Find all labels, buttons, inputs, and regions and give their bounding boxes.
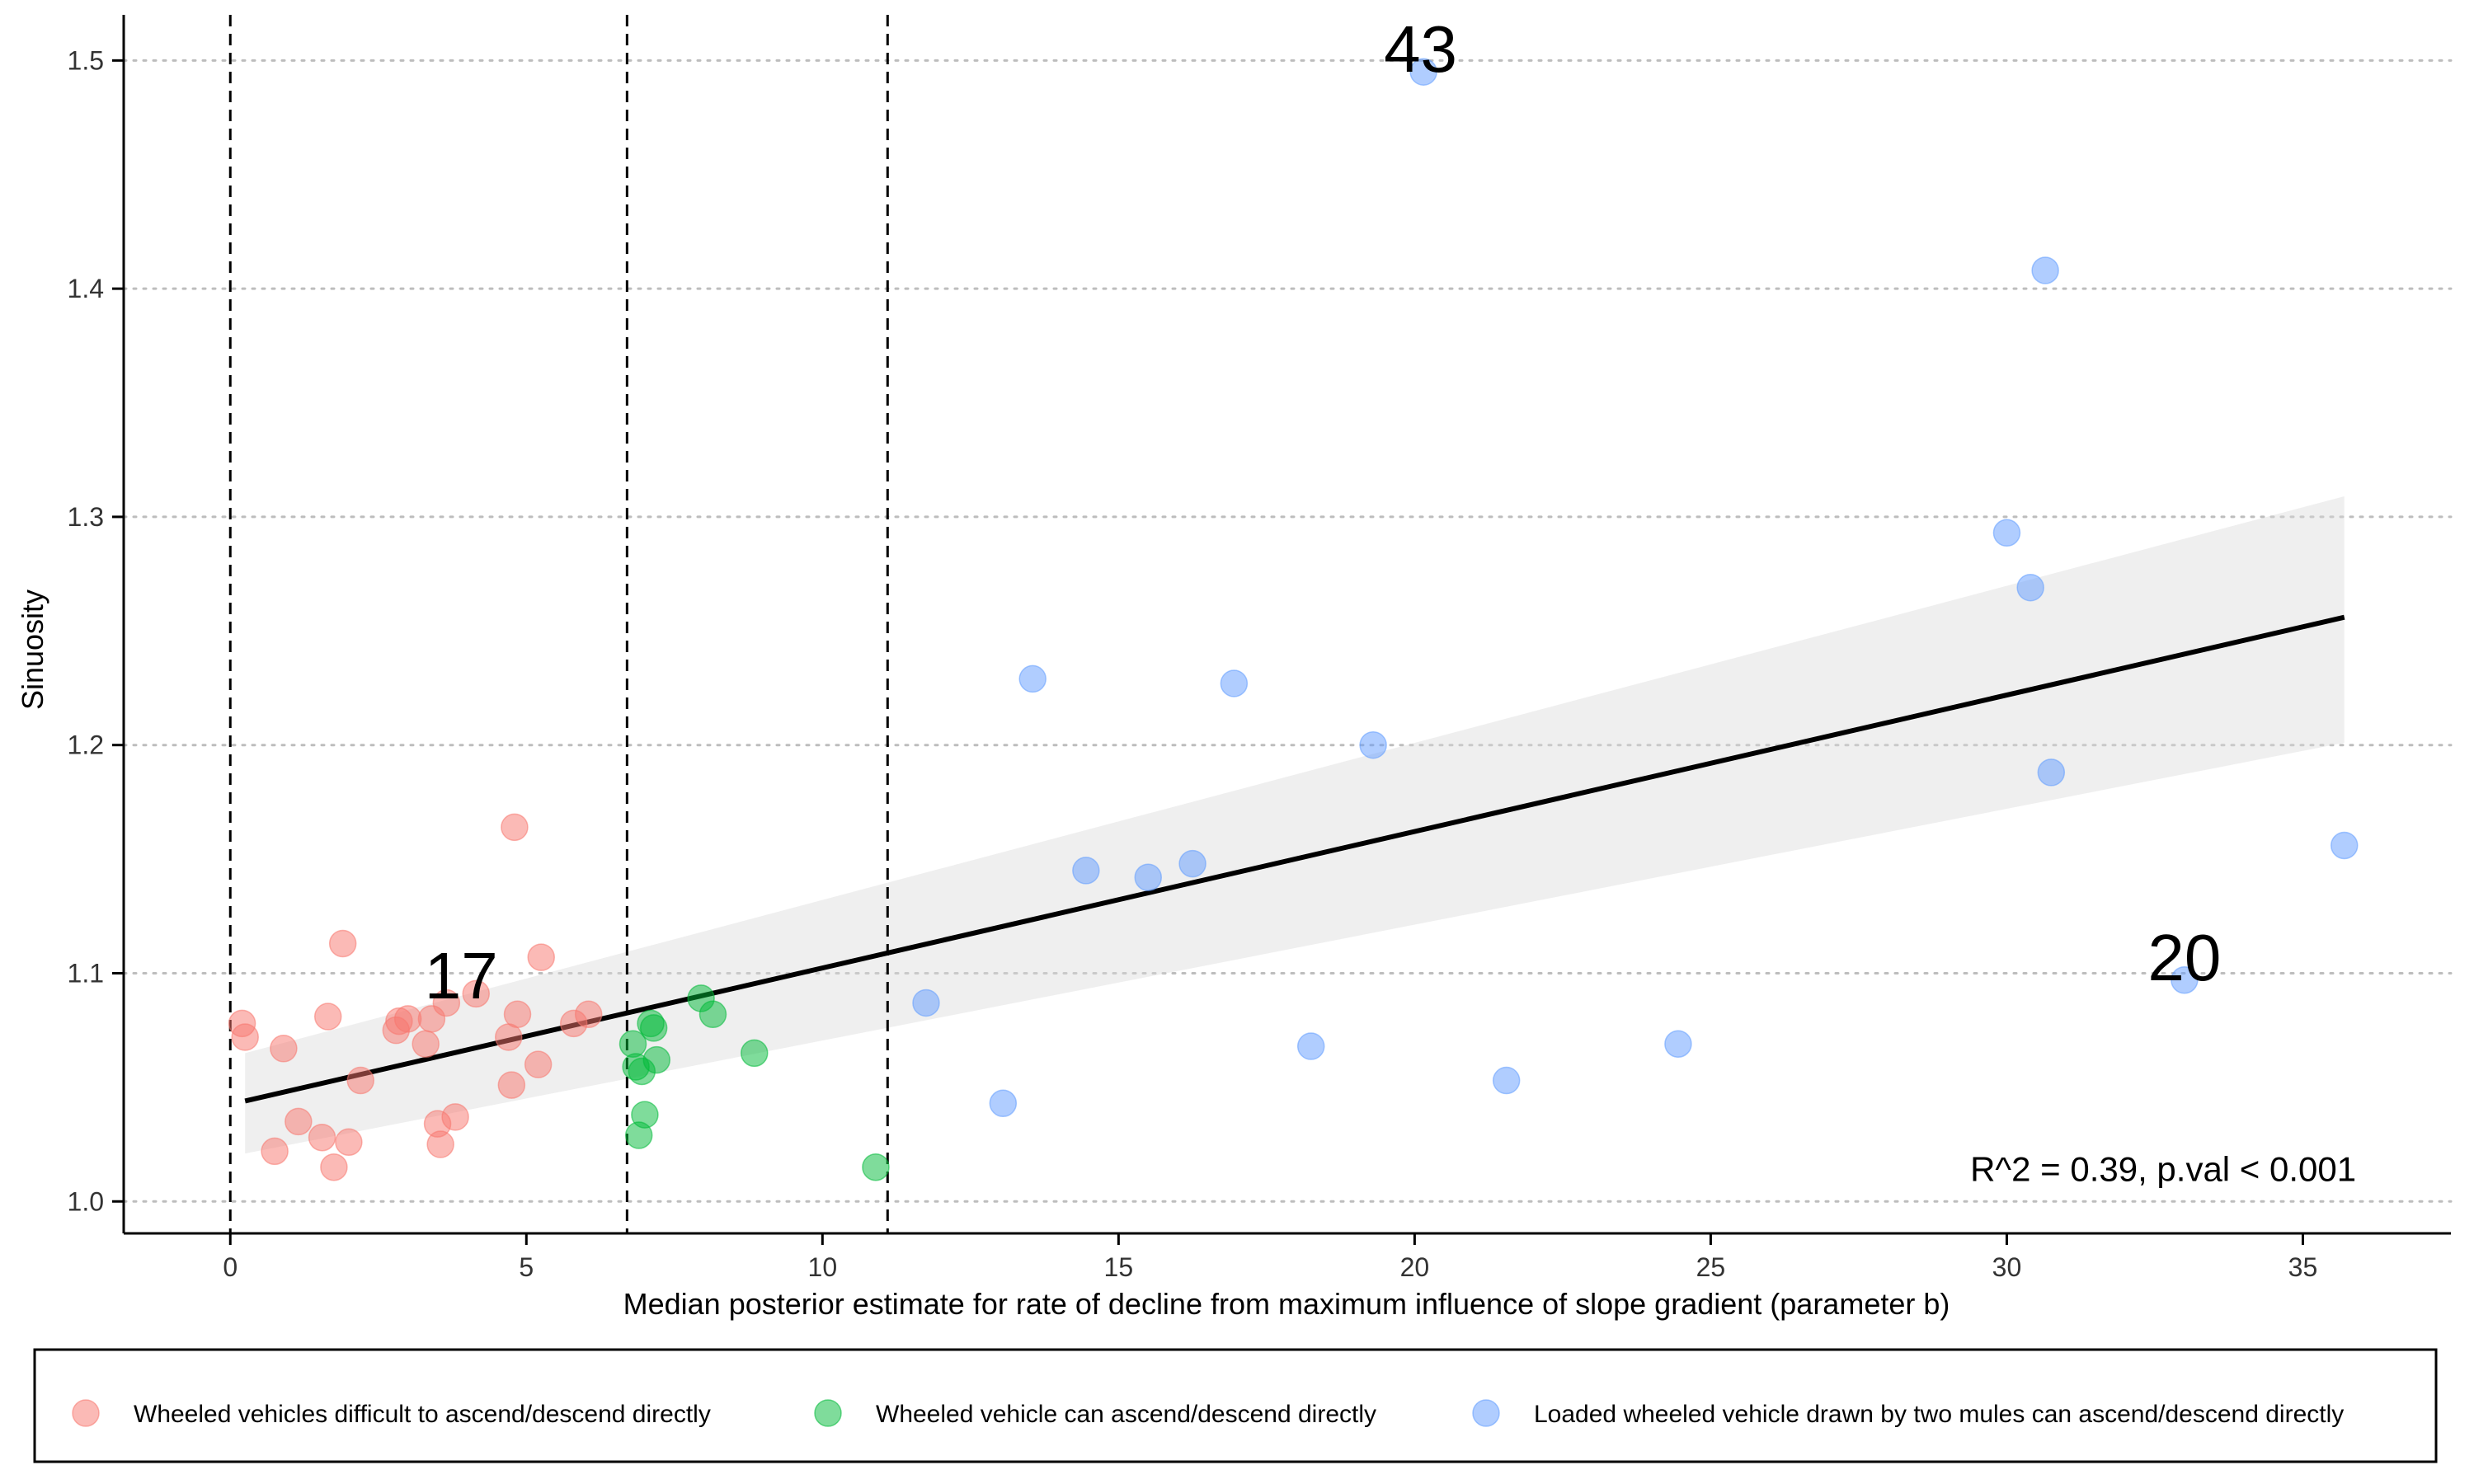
- data-point: [313, 1003, 342, 1031]
- x-tick-label: 20: [1400, 1252, 1430, 1282]
- data-point: [308, 1124, 336, 1152]
- x-tick-label: 5: [519, 1252, 534, 1282]
- data-point: [501, 813, 529, 842]
- data-point: [527, 943, 555, 971]
- x-tick-label: 35: [2288, 1252, 2318, 1282]
- data-point: [2031, 256, 2059, 284]
- data-point: [412, 1030, 440, 1059]
- stats-annotation: R^2 = 0.39, p.val < 0.001: [1970, 1149, 2356, 1188]
- data-point: [631, 1101, 659, 1129]
- y-tick-label: 1.1: [68, 958, 104, 988]
- data-point: [270, 1035, 298, 1063]
- data-point: [912, 989, 940, 1017]
- data-point: [335, 1128, 363, 1157]
- count-annotation: 17: [425, 939, 498, 1012]
- data-point: [2330, 831, 2359, 860]
- data-point: [2016, 573, 2044, 602]
- data-point: [862, 1153, 890, 1181]
- axes: 0 5 10 15 20 25 30 35 1.0 1.1 1.2 1.3 1.4 1.5: [68, 15, 2451, 1282]
- x-tick-label: 10: [808, 1252, 838, 1282]
- data-point: [1492, 1066, 1521, 1095]
- data-point: [574, 1000, 603, 1029]
- data-point: [503, 1000, 532, 1029]
- data-point: [1359, 730, 1387, 759]
- data-point: [639, 1014, 668, 1042]
- confidence-band-layer: [245, 496, 2345, 1154]
- data-point: [1072, 857, 1100, 885]
- x-tick-label: 0: [223, 1252, 238, 1282]
- data-point: [441, 1103, 469, 1131]
- y-axis-title: Sinuosity: [16, 589, 49, 710]
- legend-label: Wheeled vehicle can ascend/descend direc…: [876, 1401, 1376, 1428]
- data-point: [261, 1137, 289, 1166]
- data-point: [1220, 669, 1249, 697]
- legend-box: [33, 1348, 2438, 1463]
- x-tick-label: 30: [1992, 1252, 2022, 1282]
- x-axis-title: Median posterior estimate for rate of de…: [623, 1287, 1950, 1321]
- data-point: [497, 1071, 526, 1099]
- data-point: [1178, 849, 1206, 878]
- data-point: [698, 1000, 727, 1029]
- legend-label: Wheeled vehicles difficult to ascend/des…: [134, 1401, 711, 1428]
- data-point: [524, 1050, 553, 1078]
- legend-key: [72, 1399, 100, 1427]
- data-point: [740, 1039, 769, 1068]
- data-point: [346, 1066, 374, 1095]
- y-tick-label: 1.4: [68, 274, 104, 303]
- y-tick-label: 1.5: [68, 45, 104, 75]
- data-point: [989, 1089, 1018, 1117]
- legend-key: [1472, 1399, 1500, 1427]
- x-tick-label: 25: [1696, 1252, 1726, 1282]
- legend: Wheeled vehicles difficult to ascend/des…: [33, 1348, 2438, 1463]
- y-tick-label: 1.2: [68, 730, 104, 760]
- y-tick-label: 1.0: [68, 1186, 104, 1216]
- data-point: [285, 1107, 313, 1136]
- data-point: [642, 1045, 671, 1074]
- data-point: [2171, 966, 2199, 994]
- grid-lines: [122, 59, 2453, 1203]
- data-point: [320, 1153, 348, 1181]
- data-point: [426, 1130, 454, 1158]
- data-point: [1134, 863, 1163, 891]
- data-point: [2037, 758, 2066, 787]
- annotations: 17 43 20 R^2 = 0.39, p.val < 0.001: [425, 12, 2356, 1188]
- confidence-band: [245, 496, 2345, 1154]
- legend-label: Loaded wheeled vehicle drawn by two mule…: [1534, 1401, 2344, 1428]
- legend-key: [814, 1399, 842, 1427]
- data-point: [1409, 58, 1437, 86]
- data-point: [393, 1005, 422, 1033]
- x-tick-label: 15: [1104, 1252, 1134, 1282]
- data-point: [462, 979, 490, 1008]
- data-point: [1992, 519, 2021, 547]
- data-point: [1296, 1032, 1325, 1060]
- y-tick-label: 1.3: [68, 502, 104, 532]
- data-point: [328, 929, 357, 958]
- data-points: [228, 58, 2359, 1181]
- data-point: [231, 1023, 259, 1051]
- data-point: [1018, 665, 1047, 693]
- count-annotation: 20: [2147, 921, 2221, 994]
- count-annotation: 43: [1384, 12, 1457, 86]
- data-point: [432, 989, 461, 1017]
- data-point: [1664, 1030, 1692, 1059]
